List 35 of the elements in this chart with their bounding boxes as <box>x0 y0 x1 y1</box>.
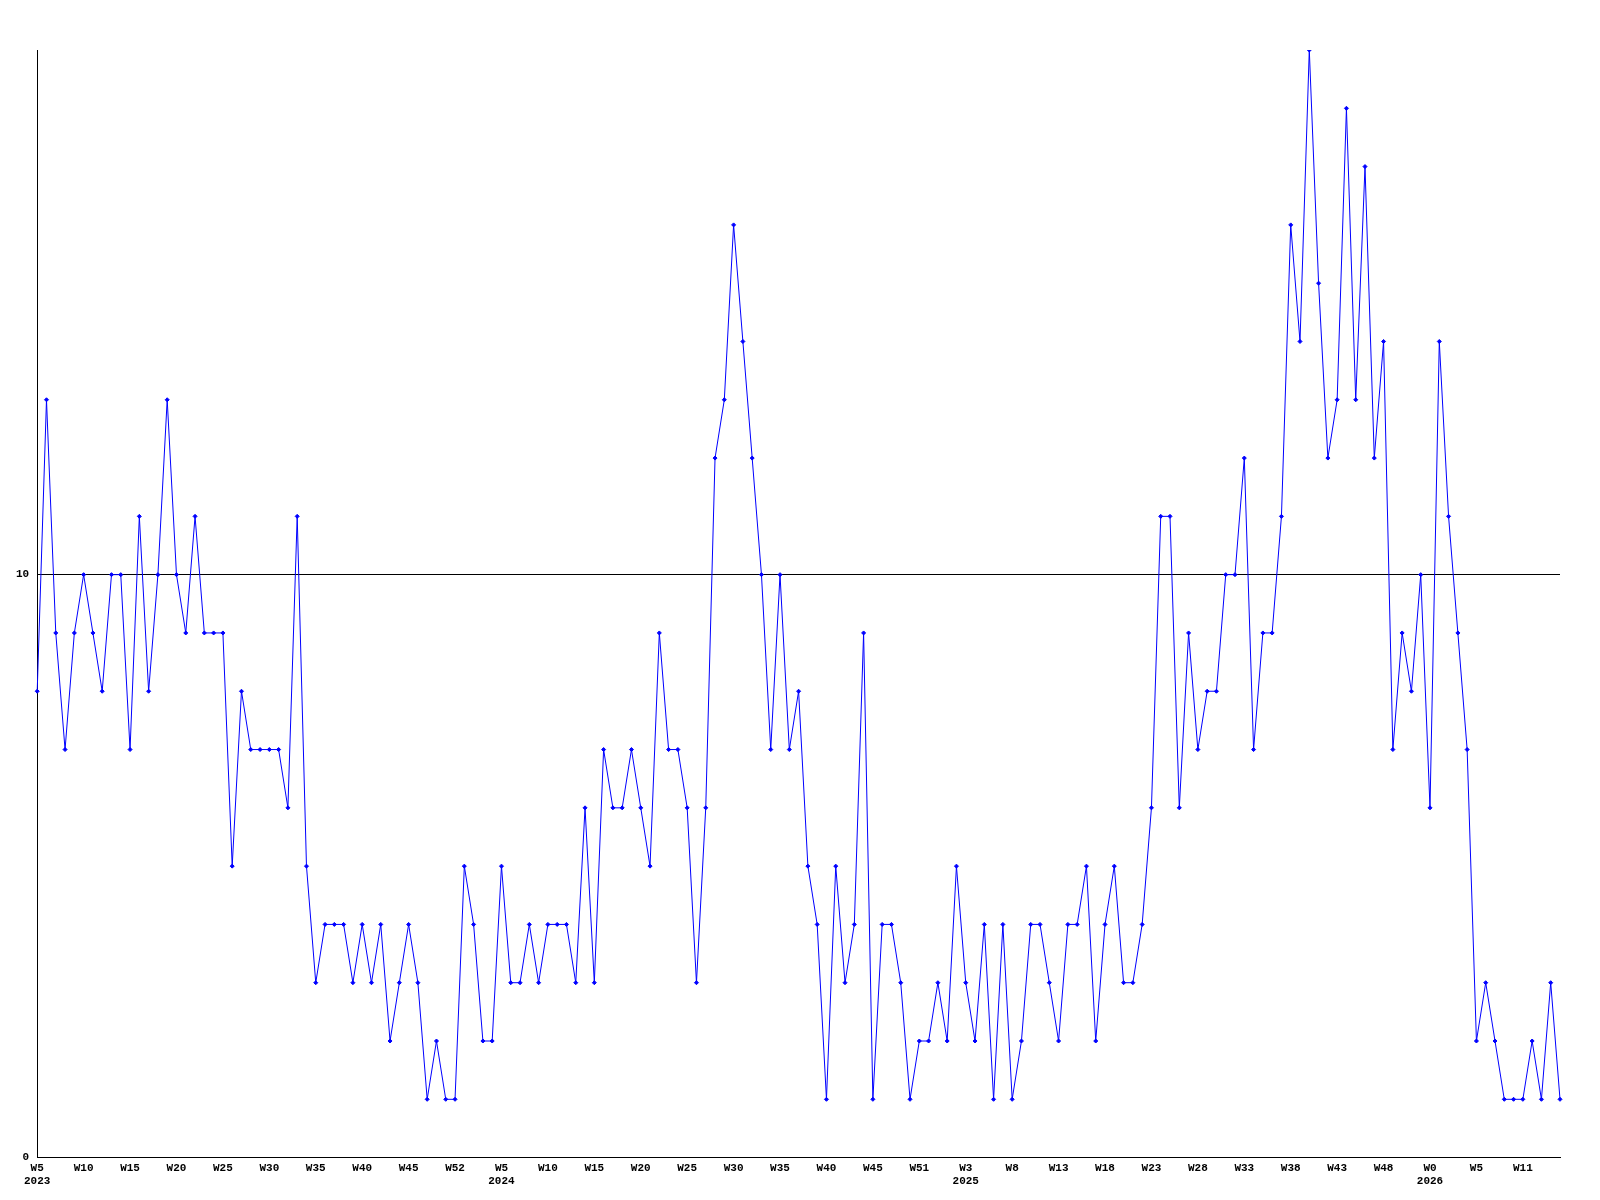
x-tick-label: W33 <box>1234 1161 1255 1174</box>
x-tick-label: W48 <box>1373 1161 1394 1174</box>
x-tick-label: W8 <box>1005 1161 1020 1174</box>
x-tick-label: W11 <box>1512 1161 1534 1174</box>
x-tick-label: W15 <box>120 1161 141 1174</box>
x-tick-label: W45 <box>862 1161 884 1174</box>
x-tick-label: W38 <box>1280 1161 1302 1174</box>
x-tick-label: W30 <box>723 1161 744 1174</box>
x-tick-label: W35 <box>305 1161 327 1174</box>
x-tick-label: W25 <box>213 1161 234 1174</box>
y-tick-label: 10 <box>16 568 30 581</box>
x-tick-label: W40 <box>352 1161 373 1174</box>
x-tick-label: W15 <box>584 1161 605 1174</box>
x-tick-label: W51 <box>909 1161 930 1174</box>
x-tick-label: W10 <box>537 1161 558 1174</box>
x-tick-label: W10 <box>73 1161 94 1174</box>
x-tick-label: W20 <box>166 1161 187 1174</box>
x-tick-label: W5 2024 <box>488 1161 516 1188</box>
x-tick-label: W3 2025 <box>952 1161 980 1188</box>
x-tick-label: W28 <box>1187 1161 1209 1174</box>
x-tick-label: W5 <box>1469 1161 1484 1174</box>
x-tick-label: W20 <box>630 1161 651 1174</box>
y-tick-label: 0 <box>22 1151 30 1164</box>
x-tick-label: W35 <box>770 1161 791 1174</box>
x-tick-label: W43 <box>1327 1161 1348 1174</box>
x-tick-label: W0 2026 <box>1416 1161 1444 1188</box>
x-tick-label: W25 <box>677 1161 698 1174</box>
x-tick-label: W52 <box>445 1161 465 1174</box>
x-tick-label: W30 <box>259 1161 280 1174</box>
x-tick-label: W45 <box>398 1161 419 1174</box>
x-tick-label: W23 <box>1141 1161 1162 1174</box>
x-tick-label: W13 <box>1048 1161 1069 1174</box>
x-tick-label: W40 <box>816 1161 837 1174</box>
x-tick-label: W18 <box>1095 1161 1116 1174</box>
x-tick-label: W5 2023 <box>24 1161 51 1188</box>
